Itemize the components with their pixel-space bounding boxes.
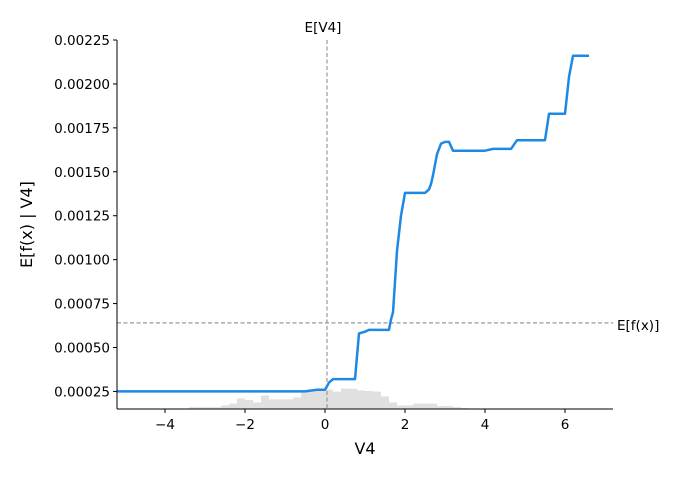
histogram-bar (309, 391, 317, 409)
histogram-bar (349, 388, 357, 409)
y-tick-label: 0.00075 (54, 297, 110, 313)
histogram-bar (357, 390, 365, 409)
y-tick-label: 0.00150 (54, 165, 110, 181)
y-tick-label: 0.00025 (54, 384, 110, 400)
expected-fx-label: E[f(x)] (617, 318, 659, 334)
expected-v4-label: E[V4] (305, 20, 342, 36)
histogram-bar (301, 391, 309, 409)
x-tick-label: 6 (561, 417, 570, 433)
x-tick-label: −4 (155, 417, 175, 433)
x-tick-label: 2 (401, 417, 410, 433)
histogram-bar (229, 403, 237, 409)
histogram-bar (333, 391, 341, 409)
y-axis-label: E[f(x) | V4] (17, 181, 36, 268)
axes (116, 40, 613, 410)
histogram-bar (429, 403, 437, 409)
histogram-bar (397, 405, 405, 409)
tick-labels: −4 −2 0 2 4 6 0.00025 0.00050 0.00075 0.00100 0.00… (54, 33, 569, 433)
histogram-bar (245, 400, 253, 409)
x-tick-label: 4 (481, 417, 490, 433)
histogram-bar (445, 406, 453, 409)
histogram-bar (381, 396, 389, 409)
histogram (189, 388, 469, 409)
histogram-bar (189, 407, 205, 409)
y-tick-label: 0.00200 (54, 77, 110, 93)
histogram-bar (405, 405, 413, 409)
histogram-bar (325, 389, 333, 409)
histogram-bar (437, 406, 445, 409)
x-axis-label: V4 (354, 439, 375, 458)
y-tick-label: 0.00175 (54, 121, 110, 137)
y-tick-label: 0.00225 (54, 33, 110, 49)
histogram-bar (253, 402, 261, 409)
histogram-bar (205, 407, 221, 409)
series-line (117, 54, 589, 393)
histogram-bar (453, 407, 461, 409)
y-tick-label: 0.00125 (54, 209, 110, 225)
x-tick-label: 0 (321, 417, 330, 433)
x-tick-label: −2 (235, 417, 255, 433)
histogram-bar (261, 395, 269, 409)
histogram-bar (373, 391, 381, 409)
histogram-bar (237, 398, 245, 409)
reference-lines (117, 40, 613, 409)
histogram-bar (365, 391, 373, 409)
histogram-bar (293, 397, 301, 409)
y-tick-label: 0.00100 (54, 253, 110, 269)
y-tick-label: 0.00050 (54, 341, 110, 357)
histogram-bar (413, 403, 421, 409)
histogram-bar (277, 399, 285, 409)
histogram-bar (285, 399, 293, 409)
histogram-bar (389, 402, 397, 409)
histogram-bar (341, 388, 349, 409)
histogram-bar (317, 390, 325, 409)
series-line-layer (117, 54, 589, 393)
histogram-bar (421, 403, 429, 409)
histogram-bar (221, 405, 229, 409)
histogram-bar (269, 399, 277, 409)
